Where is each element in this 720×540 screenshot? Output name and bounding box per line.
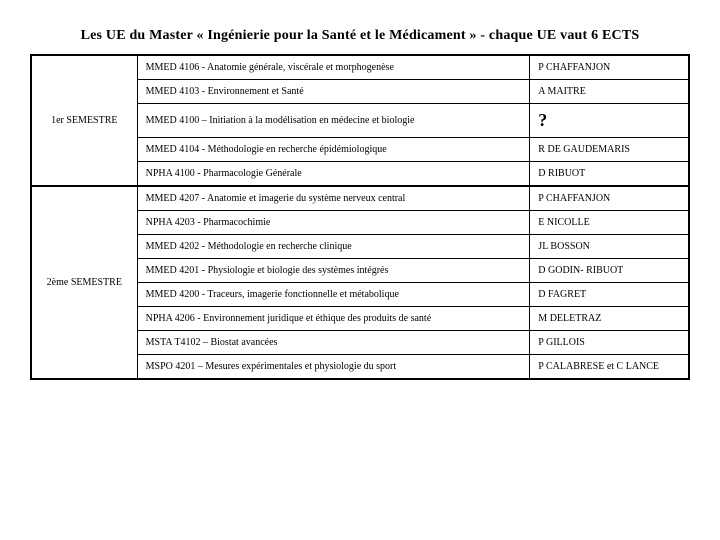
responsible-cell: D GODIN- RIBUOT <box>530 259 689 283</box>
responsible-cell: M DELETRAZ <box>530 307 689 331</box>
course-cell: NPHA 4203 - Pharmacochimie <box>137 211 530 235</box>
page: Les UE du Master « Ingénierie pour la Sa… <box>0 0 720 400</box>
course-cell: MSTA T4102 – Biostat avancées <box>137 331 530 355</box>
course-cell: MMED 4207 - Anatomie et imagerie du syst… <box>137 186 530 211</box>
question-mark-icon: ? <box>538 110 547 130</box>
responsible-cell: JL BOSSON <box>530 235 689 259</box>
ue-table: 1er SEMESTRE MMED 4106 - Anatomie généra… <box>30 54 690 380</box>
course-cell: MMED 4200 - Traceurs, imagerie fonctionn… <box>137 283 530 307</box>
responsible-cell: ? <box>530 104 689 138</box>
page-title: Les UE du Master « Ingénierie pour la Sa… <box>30 28 690 44</box>
table-row: 2ème SEMESTRE MMED 4207 - Anatomie et im… <box>31 186 689 211</box>
responsible-cell: E NICOLLE <box>530 211 689 235</box>
responsible-cell: P CHAFFANJON <box>530 55 689 80</box>
course-cell: MMED 4201 - Physiologie et biologie des … <box>137 259 530 283</box>
course-cell: NPHA 4206 - Environnement juridique et é… <box>137 307 530 331</box>
responsible-cell: D FAGRET <box>530 283 689 307</box>
course-cell: NPHA 4100 - Pharmacologie Générale <box>137 162 530 187</box>
semester-label: 2ème SEMESTRE <box>31 186 137 379</box>
course-cell: MMED 4104 - Méthodologie en recherche ép… <box>137 138 530 162</box>
responsible-cell: P GILLOIS <box>530 331 689 355</box>
semester-label: 1er SEMESTRE <box>31 55 137 186</box>
responsible-cell: P CHAFFANJON <box>530 186 689 211</box>
responsible-cell: A MAITRE <box>530 80 689 104</box>
table-row: 1er SEMESTRE MMED 4106 - Anatomie généra… <box>31 55 689 80</box>
responsible-cell: R DE GAUDEMARIS <box>530 138 689 162</box>
course-cell: MMED 4103 - Environnement et Santé <box>137 80 530 104</box>
course-cell: MMED 4106 - Anatomie générale, viscérale… <box>137 55 530 80</box>
course-cell: MSPO 4201 – Mesures expérimentales et ph… <box>137 355 530 380</box>
course-cell: MMED 4100 – Initiation à la modélisation… <box>137 104 530 138</box>
responsible-cell: P CALABRESE et C LANCE <box>530 355 689 380</box>
course-cell: MMED 4202 - Méthodologie en recherche cl… <box>137 235 530 259</box>
responsible-cell: D RIBUOT <box>530 162 689 187</box>
